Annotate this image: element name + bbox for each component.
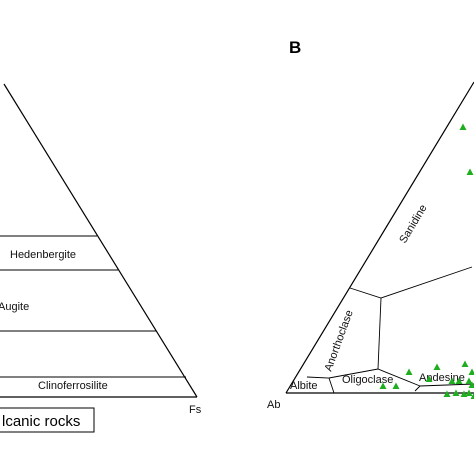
sample-marker	[465, 377, 473, 384]
sample-marker	[460, 390, 468, 397]
boundary-anorthoclase-oligoclase	[377, 297, 382, 370]
panel-b-left-edge	[285, 81, 474, 394]
sample-marker	[461, 360, 469, 367]
panel-b-feldspar-diagram: B Sanidine Anorthoclase Albite Oligoclas…	[267, 38, 474, 411]
sample-marker	[455, 377, 463, 384]
panel-a-right-edge	[3, 83, 198, 398]
field-label-augite: Augite	[0, 301, 29, 313]
panel-a-pyroxene-diagram: Hedenbergite Augite Clinoferrosilite Fs …	[0, 83, 202, 433]
caption-text: lcanic rocks	[2, 413, 80, 430]
corner-label-ab: Ab	[267, 399, 280, 411]
sample-marker	[452, 389, 460, 396]
sample-marker	[465, 389, 473, 396]
panel-letter-b: B	[289, 38, 301, 57]
field-label-anorthoclase: Anorthoclase	[323, 309, 356, 373]
sample-marker	[443, 390, 451, 397]
sample-marker	[448, 377, 456, 384]
field-label-sanidine: Sanidine	[397, 203, 429, 246]
caption-box	[0, 407, 95, 433]
sample-marker	[433, 363, 441, 370]
boundary-sanidine-anorthoclase	[349, 266, 473, 299]
boundary-oligoclase-upper	[328, 368, 421, 387]
sample-marker	[470, 392, 474, 399]
sample-marker	[459, 123, 467, 130]
sample-marker	[468, 368, 474, 375]
sample-marker	[405, 368, 413, 375]
field-label-albite: Albite	[290, 380, 318, 392]
sample-markers	[379, 123, 474, 399]
sample-marker	[379, 382, 387, 389]
field-label-clinoferrosilite: Clinoferrosilite	[38, 380, 108, 392]
sample-marker	[425, 375, 433, 382]
sample-marker	[468, 381, 474, 388]
sample-marker	[392, 382, 400, 389]
corner-label-fs: Fs	[189, 404, 202, 416]
sample-marker	[466, 168, 474, 175]
field-label-hedenbergite: Hedenbergite	[10, 249, 76, 261]
field-label-oligoclase: Oligoclase	[342, 374, 393, 386]
boundary-andesine	[414, 383, 474, 392]
